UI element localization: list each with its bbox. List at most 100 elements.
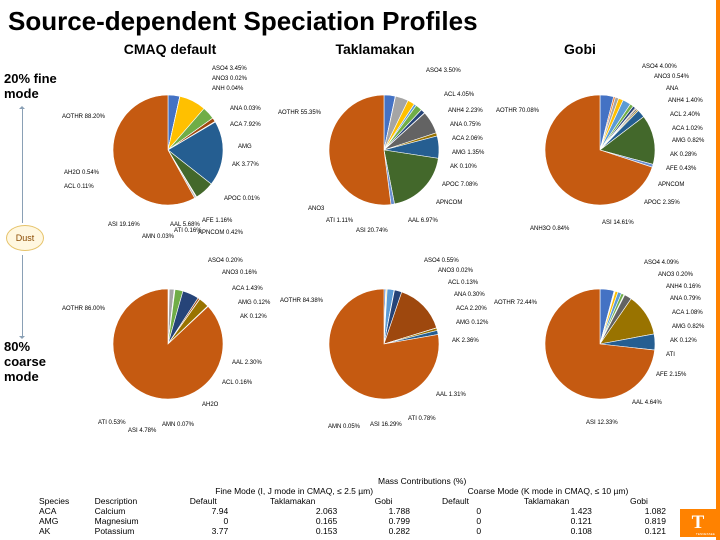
pie-label: AAL 2.30% xyxy=(232,360,262,366)
pie-label: ANA 0.30% xyxy=(454,292,485,298)
pie-label: AMG 0.12% xyxy=(456,320,488,326)
pie-label: AMG 0.82% xyxy=(672,138,704,144)
pie-label: ANO3 0.16% xyxy=(222,270,257,276)
pie-label: ANO3 0.54% xyxy=(654,74,689,80)
pie-label: ACL 0.11% xyxy=(64,184,94,190)
pie-label: ANH4 0.16% xyxy=(666,284,701,290)
pie-label: ANA 0.75% xyxy=(450,122,481,128)
pie-label: AOTHR 70.08% xyxy=(496,108,539,114)
arrow-to-fine xyxy=(22,108,23,223)
pie-label: AOTHR 55.35% xyxy=(278,110,321,116)
pie-label: AAL 1.31% xyxy=(436,392,466,398)
logo-letter: T xyxy=(692,512,705,534)
pie-label: ANH4 2.23% xyxy=(448,108,483,114)
col-header-cmaq: CMAQ default xyxy=(70,41,270,57)
contributions-table-zone: Mass Contributions (%)Fine Mode (I, J mo… xyxy=(36,476,676,536)
pie-label: APNCOM 0.42% xyxy=(198,230,243,236)
pie-label: ANA 0.03% xyxy=(230,106,261,112)
pie-label: AMG 0.12% xyxy=(238,300,270,306)
pie-label: ASO4 0.55% xyxy=(424,258,459,264)
pie-label: ASO4 4.09% xyxy=(644,260,679,266)
pie-label: AFE 2.15% xyxy=(656,372,686,378)
pie-label: AK 0.12% xyxy=(240,314,267,320)
pie-coarse_taklamakan: ASO4 0.55% ANO3 0.02% ACL 0.13% ANA 0.30% AC… xyxy=(278,252,490,444)
logo-tag: TENNESSEE xyxy=(696,532,715,536)
pie-label: ASI 20.74% xyxy=(356,228,388,234)
pie-label: ACL 0.16% xyxy=(222,380,252,386)
page-title: Source-dependent Speciation Profiles xyxy=(0,0,720,39)
pie-label: ATI xyxy=(666,352,675,358)
pie-label: ATI 0.53% xyxy=(98,420,126,426)
pie-label: ASO4 0.20% xyxy=(208,258,243,264)
pie-label: ANA xyxy=(666,86,678,92)
row-label-coarse: 80% coarse mode xyxy=(4,340,68,385)
column-headers: CMAQ default Taklamakan Gobi xyxy=(0,41,720,57)
row-label-fine: 20% fine mode xyxy=(4,72,68,102)
pie-label: ACA 2.20% xyxy=(456,306,487,312)
pie-fine_taklamakan: ASO4 3.50% ACL 4.05% ANH4 2.23% ANA 0.75% AC… xyxy=(278,58,490,250)
pie-label: AK 3.77% xyxy=(232,162,259,168)
pie-label: ATI 0.78% xyxy=(408,416,436,422)
pie-label: AMG 1.35% xyxy=(452,150,484,156)
arrow-to-coarse xyxy=(22,255,23,337)
pie-label: AOTHR 72.44% xyxy=(494,300,537,306)
pie-label: AMG xyxy=(238,144,252,150)
chart-grid: ASO4 3.45% ANO3 0.02% ANH 0.04% ANA 0.03% AC… xyxy=(62,58,706,444)
pie-label: ASI 16.29% xyxy=(370,422,402,428)
pie-label: AK 2.36% xyxy=(452,338,479,344)
pie-label: AAL 4.64% xyxy=(632,400,662,406)
pie-label: AK 0.12% xyxy=(670,338,697,344)
pie-label: AMN 0.03% xyxy=(142,234,174,240)
pie-label: ACA 1.43% xyxy=(232,286,263,292)
pie-label: AK 0.28% xyxy=(670,152,697,158)
pie-label: ASI 12.33% xyxy=(586,420,618,426)
pie-label: APNCOM xyxy=(658,182,684,188)
pie-label: ATI 1.11% xyxy=(326,218,353,224)
pie-label: APNCOM xyxy=(436,200,462,206)
pie-label: ASI 14.61% xyxy=(602,220,634,226)
pie-label: ACL 2.40% xyxy=(670,112,700,118)
pie-label: APOC 7.08% xyxy=(442,182,478,188)
pie-label: ACA 1.08% xyxy=(672,310,703,316)
pie-label: ASO4 4.00% xyxy=(642,64,677,70)
pie-label: AH2O xyxy=(202,402,218,408)
pie-label: APOC 0.01% xyxy=(224,196,260,202)
pie-label: ANH3O 0.84% xyxy=(530,226,569,232)
contributions-table: Mass Contributions (%)Fine Mode (I, J mo… xyxy=(36,476,676,536)
pie-label: AFE 0.43% xyxy=(666,166,696,172)
pie-label: ANH4 1.40% xyxy=(668,98,703,104)
pie-label: ASO4 3.50% xyxy=(426,68,461,74)
pie-label: ANH 0.04% xyxy=(212,86,243,92)
pie-label: AAL 6.97% xyxy=(408,218,438,224)
pie-fine_cmaq: ASO4 3.45% ANO3 0.02% ANH 0.04% ANA 0.03% AC… xyxy=(62,58,274,250)
pie-fine_gobi: ASO4 4.00% ANO3 0.54% ANA ANH4 1.40% ACL 2.4… xyxy=(494,58,706,250)
pie-label: AOTHR 88.20% xyxy=(62,114,105,120)
pie-label: ASI 19.16% xyxy=(108,222,140,228)
pie-label: AFE 1.16% xyxy=(202,218,232,224)
pie-label: ANO3 0.02% xyxy=(438,268,473,274)
pie-coarse_cmaq: ASO4 0.20% ANO3 0.16% ACA 1.43% AMG 0.12% AK… xyxy=(62,252,274,444)
pie-label: ACL 4.05% xyxy=(444,92,474,98)
pie-label: APOC 2.35% xyxy=(644,200,680,206)
pie-label: AOTHR 86.00% xyxy=(62,306,105,312)
pie-label: ACA 1.02% xyxy=(672,126,703,132)
col-header-taklamakan: Taklamakan xyxy=(270,41,480,57)
pie-label: ANA 0.79% xyxy=(670,296,701,302)
col-header-gobi: Gobi xyxy=(480,41,680,57)
pie-label: ANO3 0.02% xyxy=(212,76,247,82)
pie-label: ACA 7.92% xyxy=(230,122,261,128)
pie-label: AAL 5.68% xyxy=(170,222,200,228)
pie-label: ANO3 0.20% xyxy=(658,272,693,278)
tennessee-logo: T TENNESSEE xyxy=(680,509,716,537)
pie-label: AMG 0.82% xyxy=(672,324,704,330)
pie-label: ASI 4.78% xyxy=(128,428,156,434)
pie-label: ANO3 xyxy=(308,206,324,212)
pie-label: AK 0.10% xyxy=(450,164,477,170)
pie-label: ACL 0.13% xyxy=(448,280,478,286)
pie-label: AMN 0.05% xyxy=(328,424,360,430)
pie-label: ACA 2.06% xyxy=(452,136,483,142)
pie-label: ASO4 3.45% xyxy=(212,66,247,72)
pie-label: AMN 0.07% xyxy=(162,422,194,428)
pie-label: AOTHR 84.38% xyxy=(280,298,323,304)
brand-accent-bar xyxy=(716,0,720,540)
